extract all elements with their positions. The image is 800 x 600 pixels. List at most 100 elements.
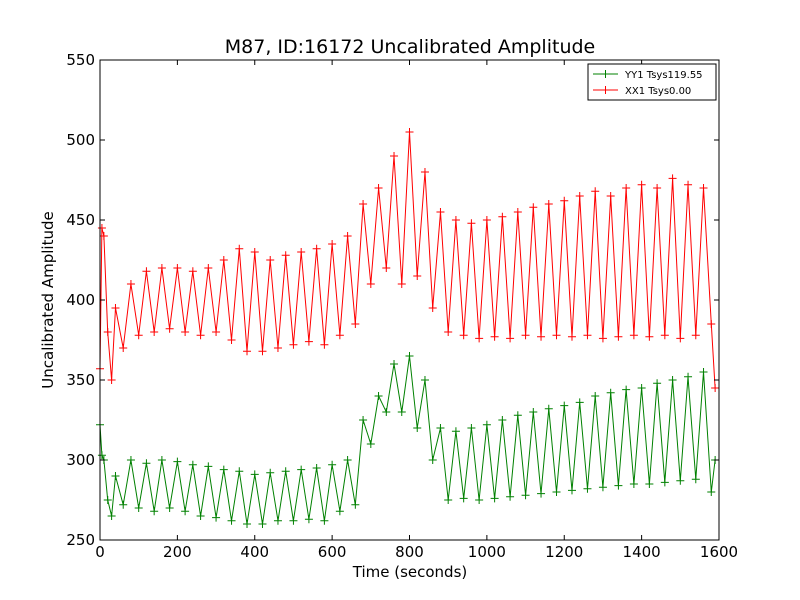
data-point (134, 331, 143, 340)
data-point (436, 424, 445, 432)
data-point (150, 328, 159, 336)
data-point (188, 460, 197, 469)
data-point (459, 494, 468, 503)
y-tick-label: 350 (66, 371, 95, 389)
data-point (188, 267, 197, 276)
legend-item: XX1 Tsys0.00 (593, 86, 691, 97)
data-point (258, 347, 267, 356)
data-point (397, 280, 406, 288)
data-point (552, 488, 561, 496)
data-point (598, 483, 607, 492)
data-point (119, 500, 128, 509)
data-point (467, 424, 476, 432)
data-point (498, 212, 507, 221)
data-point (699, 184, 708, 192)
data-point (320, 516, 329, 525)
data-point (374, 184, 383, 192)
data-point (707, 320, 716, 328)
x-tick-label: 800 (395, 543, 424, 561)
data-point (521, 491, 530, 500)
x-tick-label: 200 (163, 543, 192, 561)
legend-label: YY1 Tsys119.55 (624, 70, 703, 81)
data-point (413, 424, 422, 432)
data-point (482, 420, 491, 429)
data-point (521, 331, 530, 340)
data-point (567, 332, 576, 341)
data-point (405, 128, 414, 136)
data-point (297, 248, 306, 256)
data-point (614, 332, 623, 341)
data-point (575, 192, 584, 200)
data-point (366, 440, 375, 448)
data-point (382, 264, 391, 272)
data-point (629, 331, 638, 340)
series-1 (96, 352, 720, 528)
data-point (126, 280, 135, 288)
data-point (97, 451, 106, 460)
data-point (436, 208, 445, 216)
data-point (451, 427, 460, 436)
data-point (212, 513, 221, 522)
x-tick-label: 400 (240, 543, 269, 561)
data-point (235, 244, 244, 253)
y-tick-label: 550 (66, 51, 95, 69)
data-point (467, 219, 476, 228)
legend-marker (601, 86, 610, 94)
data-point (544, 200, 553, 208)
data-point (420, 168, 429, 176)
data-point (273, 516, 282, 525)
data-point (490, 332, 499, 341)
data-point (196, 512, 205, 520)
series-line (99, 131, 716, 389)
data-point (374, 392, 383, 400)
data-point (281, 467, 290, 476)
data-point (537, 489, 546, 498)
data-point (343, 232, 352, 240)
data-point (196, 331, 205, 340)
data-point (366, 280, 375, 288)
data-point (258, 520, 267, 528)
data-point (382, 408, 391, 416)
data-point (622, 184, 631, 192)
data-point (397, 408, 406, 416)
data-point (583, 484, 592, 493)
data-point (142, 459, 151, 468)
data-point (645, 332, 654, 341)
data-point (420, 376, 429, 384)
data-point (157, 264, 166, 272)
data-point (567, 486, 576, 495)
data-point (475, 334, 484, 343)
data-point (181, 328, 190, 336)
data-point (711, 384, 720, 392)
data-point (289, 340, 298, 349)
data-point (475, 496, 484, 504)
data-point (684, 372, 693, 381)
data-point (591, 392, 600, 400)
data-point (637, 180, 646, 189)
data-point (699, 368, 708, 376)
data-point (181, 507, 190, 516)
data-point (506, 334, 515, 343)
x-axis-label: Time (seconds) (352, 563, 468, 581)
data-point (289, 516, 298, 525)
y-tick-label: 500 (66, 131, 95, 149)
x-tick-label: 600 (318, 543, 347, 561)
legend-marker (601, 70, 610, 78)
legend: YY1 Tsys119.55 XX1 Tsys0.00 (587, 63, 717, 101)
data-point (668, 376, 677, 384)
x-tick-label: 0 (95, 543, 105, 561)
data-point (335, 331, 344, 340)
data-point (428, 304, 437, 312)
data-point (506, 492, 515, 501)
data-point (111, 304, 120, 312)
data-point (583, 331, 592, 340)
data-point (343, 456, 352, 464)
data-point (204, 462, 213, 471)
data-point (513, 208, 522, 216)
data-point (428, 456, 437, 464)
data-point (173, 264, 182, 272)
data-point (312, 464, 321, 472)
data-point (560, 401, 569, 410)
data-point (645, 480, 654, 488)
